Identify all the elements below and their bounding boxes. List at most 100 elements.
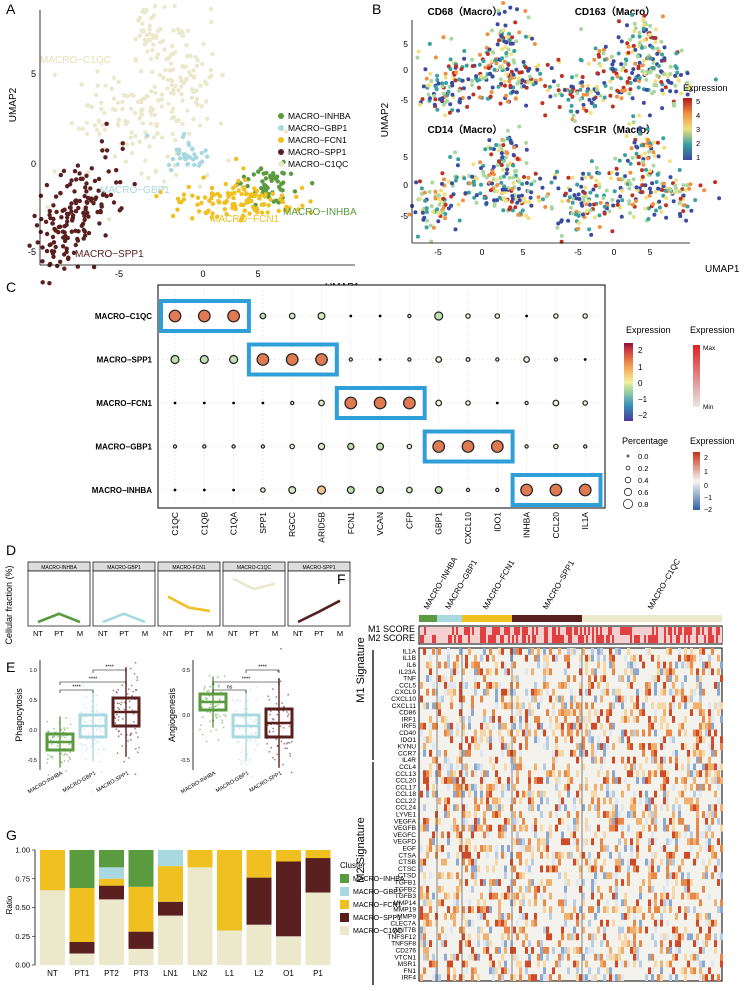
score-cell — [560, 635, 562, 643]
score-cell — [504, 635, 506, 643]
heatmap-cell — [579, 661, 582, 669]
score-cell — [626, 635, 628, 643]
heatmap-cell — [543, 654, 546, 662]
jitter-point — [287, 741, 289, 744]
heatmap-cell — [543, 661, 546, 669]
umap-point — [152, 112, 158, 118]
heatmap-cell — [669, 906, 672, 913]
heatmap-cell — [546, 770, 549, 778]
heatmap-cell — [564, 668, 567, 676]
bar-segment — [217, 850, 242, 931]
heatmap-cell — [579, 716, 582, 723]
score-cell — [536, 627, 538, 635]
feature-point — [655, 46, 660, 51]
x-tick: O1 — [283, 969, 294, 978]
heatmap-cell — [447, 763, 450, 771]
umap-point — [181, 192, 187, 197]
feature-point — [433, 189, 438, 194]
colorbar-tick: 1 — [638, 363, 643, 372]
score-cell — [542, 635, 544, 643]
feature-point — [487, 138, 492, 143]
umap-point — [209, 215, 215, 220]
heatmap-cell — [546, 831, 549, 839]
umap-point — [268, 173, 273, 179]
heatmap-cell — [720, 872, 723, 880]
jitter-point — [97, 748, 100, 751]
legend-label: MACRO−FCN1 — [353, 902, 402, 909]
heatmap-cell — [558, 695, 561, 703]
umap-point — [99, 202, 104, 207]
score-cell — [458, 635, 460, 643]
feature-point — [457, 218, 462, 223]
feature-point — [526, 34, 531, 39]
umap-point — [274, 198, 279, 203]
heatmap-cell — [528, 865, 531, 873]
heatmap-cell — [462, 783, 465, 791]
heatmap-cell — [630, 804, 633, 812]
heatmap-cell — [705, 845, 708, 852]
score-cell — [508, 635, 510, 643]
jitter-point — [95, 711, 98, 713]
heatmap-cell — [690, 838, 693, 846]
heatmap-cell — [606, 709, 609, 716]
heatmap-cell — [546, 953, 549, 961]
heatmap-cell — [582, 879, 585, 886]
legend-title-expression: Expression — [626, 325, 671, 335]
heatmap-cell — [654, 756, 657, 764]
heatmap-cell — [684, 797, 687, 805]
heatmap-cell — [486, 851, 489, 859]
score-cell — [638, 635, 640, 643]
heatmap-cell — [633, 716, 636, 723]
heatmap-cell — [474, 858, 477, 866]
feature-point — [617, 19, 621, 24]
heatmap-cell — [474, 688, 477, 696]
colorbar-ticks: 2 1 0 −1 −2 — [704, 455, 712, 514]
heatmap-cell — [696, 953, 699, 961]
heatmap-cell — [636, 947, 639, 954]
heatmap-cell — [624, 960, 627, 968]
jitter-point — [51, 757, 54, 759]
highlight-box — [334, 386, 427, 420]
heatmap-cell — [456, 851, 459, 859]
heatmap-cell — [525, 845, 528, 852]
feature-point — [632, 78, 637, 83]
feature-point — [418, 179, 422, 184]
heatmap-cell — [438, 661, 441, 669]
heatmap-cell — [513, 811, 516, 818]
umap-point — [50, 234, 56, 240]
feature-point — [675, 70, 680, 75]
feature-point — [507, 38, 512, 42]
feature-point — [502, 79, 507, 84]
feature-point — [477, 62, 482, 67]
heatmap-cell — [705, 811, 708, 818]
score-cell — [650, 627, 652, 635]
heatmap-cell — [432, 790, 435, 798]
heatmap-cell — [666, 797, 669, 805]
heatmap-cell — [510, 682, 513, 689]
heatmap-cell — [654, 940, 657, 947]
heatmap-cell — [465, 770, 468, 778]
jitter-point — [66, 753, 69, 756]
heatmap-cell — [423, 804, 426, 812]
heatmap-cell — [435, 722, 438, 730]
umap-point — [236, 188, 241, 193]
heatmap-cell — [429, 763, 432, 771]
heatmap-cell — [618, 675, 621, 682]
feature-point — [661, 91, 666, 96]
heatmap-cell — [696, 770, 699, 778]
heatmap-cell — [480, 749, 483, 757]
jitter-point — [277, 670, 279, 672]
heatmap-cell — [573, 838, 576, 846]
heatmap-cell — [669, 756, 672, 764]
feature-point — [623, 68, 628, 73]
dot — [376, 442, 385, 451]
heatmap-cell — [648, 858, 651, 866]
heatmap-cell — [447, 797, 450, 805]
umap-point — [84, 173, 89, 178]
heatmap-cell — [705, 919, 708, 927]
jitter-point — [280, 647, 282, 650]
feature-point — [479, 182, 483, 187]
score-cell — [438, 627, 440, 635]
jitter-point — [291, 740, 293, 743]
heatmap-cell — [549, 974, 552, 981]
